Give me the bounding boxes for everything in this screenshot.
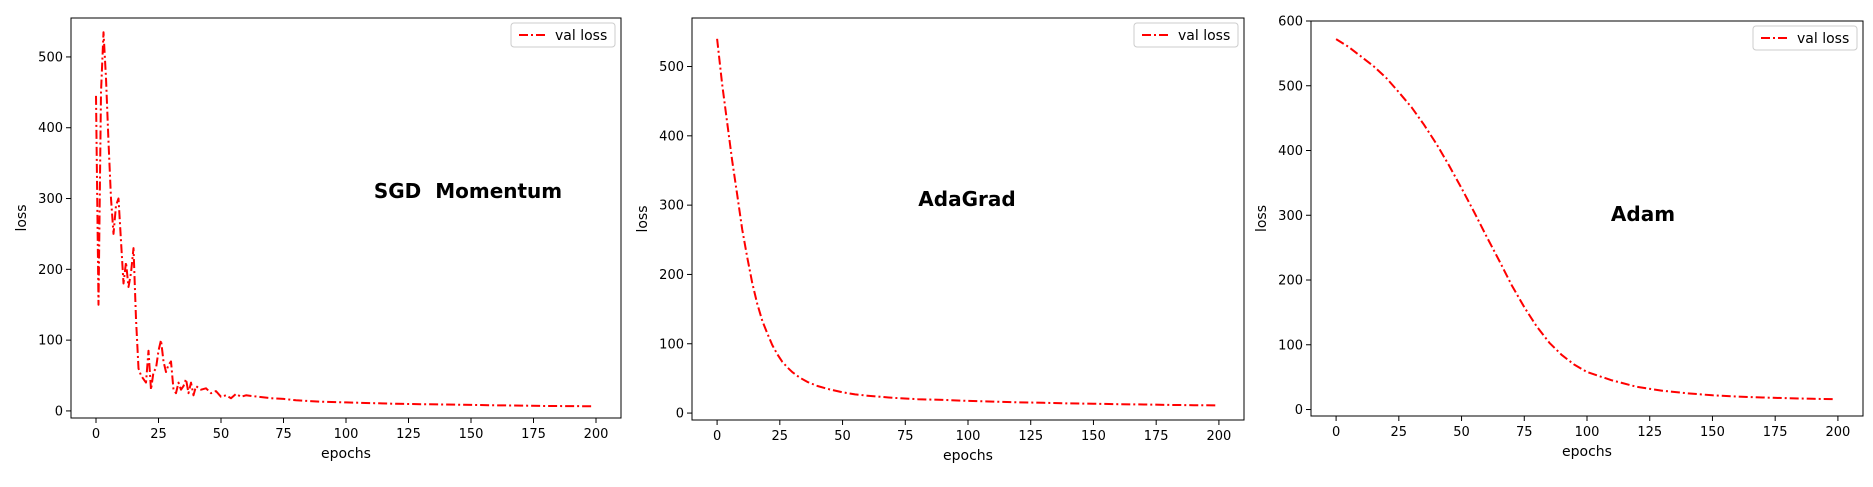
y-axis-label: loss <box>1254 205 1270 232</box>
series-line-val-loss <box>716 38 1217 407</box>
x-tick-label: 125 <box>1637 425 1662 440</box>
y-tick-label: 600 <box>1278 15 1303 30</box>
chart-sgd-momentum: 0 25 50 75 100 125 150 175 200 0 100 200 300 400 500 ep… <box>14 17 622 462</box>
legend: val loss <box>1752 25 1858 51</box>
y-tick-label: 100 <box>1278 338 1303 353</box>
y-tick-label: 500 <box>1278 79 1303 94</box>
series-line-val-loss <box>95 31 594 408</box>
legend-label: val loss <box>555 28 607 44</box>
optimizer-annotation: SGD Momentum <box>374 179 562 203</box>
optimizer-annotation: Adam <box>1611 202 1675 226</box>
legend-box <box>1752 25 1858 51</box>
y-tick-label: 200 <box>659 268 684 283</box>
chart-adam: 0 25 50 75 100 125 150 175 200 0 100 200 300 400 500 60… <box>1254 15 1864 460</box>
y-tick-label: 0 <box>55 404 63 419</box>
x-tick-label: 200 <box>1825 425 1850 440</box>
y-tick-label: 400 <box>1278 144 1303 159</box>
x-tick-label: 100 <box>1575 425 1600 440</box>
x-tick-label: 25 <box>772 429 789 444</box>
y-axis-label: loss <box>635 205 651 232</box>
x-tick-label: 50 <box>834 429 851 444</box>
y-tick-label: 500 <box>38 50 63 65</box>
chart-adagrad: 0 25 50 75 100 125 150 175 200 0 100 200 300 400 500 ep… <box>635 17 1245 464</box>
x-tick-label: 175 <box>1144 429 1169 444</box>
y-tick-label: 500 <box>659 60 684 75</box>
x-tick-label: 75 <box>275 427 292 442</box>
optimizer-annotation: AdaGrad <box>918 187 1015 211</box>
x-tick-label: 125 <box>1018 429 1043 444</box>
y-tick-label: 400 <box>659 129 684 144</box>
x-tick-label: 0 <box>1332 425 1340 440</box>
legend-label: val loss <box>1178 28 1230 44</box>
x-tick-label: 200 <box>1206 429 1231 444</box>
series-line-val-loss <box>1335 38 1836 401</box>
x-tick-label: 25 <box>1391 425 1408 440</box>
y-tick-label: 100 <box>659 337 684 352</box>
x-tick-label: 75 <box>897 429 914 444</box>
y-axis-label: loss <box>14 204 30 231</box>
y-tick-label: 300 <box>38 192 63 207</box>
legend-box <box>510 22 616 48</box>
x-tick-label: 50 <box>213 427 230 442</box>
x-axis-label: epochs <box>1562 444 1612 460</box>
legend-box <box>1133 22 1239 48</box>
x-axis-label: epochs <box>943 448 993 464</box>
x-axis-label: epochs <box>321 446 371 462</box>
plot-frame <box>691 17 1245 421</box>
legend-label: val loss <box>1797 31 1849 47</box>
x-tick-label: 175 <box>521 427 546 442</box>
y-tick-label: 0 <box>1295 403 1303 418</box>
legend: val loss <box>1133 22 1239 48</box>
x-tick-label: 150 <box>1700 425 1725 440</box>
x-tick-label: 150 <box>1081 429 1106 444</box>
x-tick-label: 125 <box>396 427 421 442</box>
y-tick-label: 0 <box>676 407 684 422</box>
y-tick-label: 100 <box>38 334 63 349</box>
y-tick-label: 200 <box>38 263 63 278</box>
plot-frame <box>1310 20 1864 417</box>
y-tick-label: 300 <box>659 199 684 214</box>
x-tick-label: 0 <box>713 429 721 444</box>
x-tick-label: 100 <box>334 427 359 442</box>
x-tick-label: 175 <box>1763 425 1788 440</box>
x-tick-label: 0 <box>92 427 100 442</box>
legend: val loss <box>510 22 616 48</box>
y-tick-label: 300 <box>1278 209 1303 224</box>
x-tick-label: 150 <box>459 427 484 442</box>
y-tick-label: 200 <box>1278 274 1303 289</box>
x-tick-label: 200 <box>584 427 609 442</box>
x-tick-label: 50 <box>1453 425 1470 440</box>
x-tick-label: 100 <box>956 429 981 444</box>
y-tick-label: 400 <box>38 121 63 136</box>
plot-frame <box>70 17 622 419</box>
x-tick-label: 25 <box>150 427 167 442</box>
x-tick-label: 75 <box>1516 425 1533 440</box>
